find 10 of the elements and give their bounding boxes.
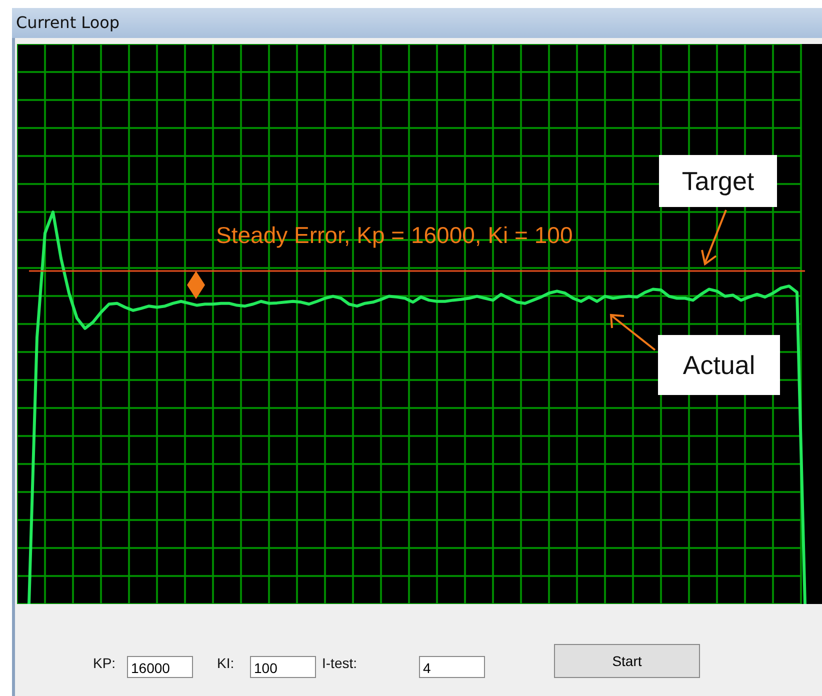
series-label: Actual <box>658 335 780 395</box>
text: I-test: <box>322 655 358 671</box>
button: Start <box>554 644 700 678</box>
chart-title: Current Loop <box>16 13 120 32</box>
text-field: 4 <box>419 656 485 678</box>
text: KI: <box>217 655 234 671</box>
text-field: 16000 <box>127 656 193 678</box>
text-field: 100 <box>250 656 316 678</box>
text: KP: <box>93 655 116 671</box>
ref-line-label: Target <box>659 155 777 207</box>
